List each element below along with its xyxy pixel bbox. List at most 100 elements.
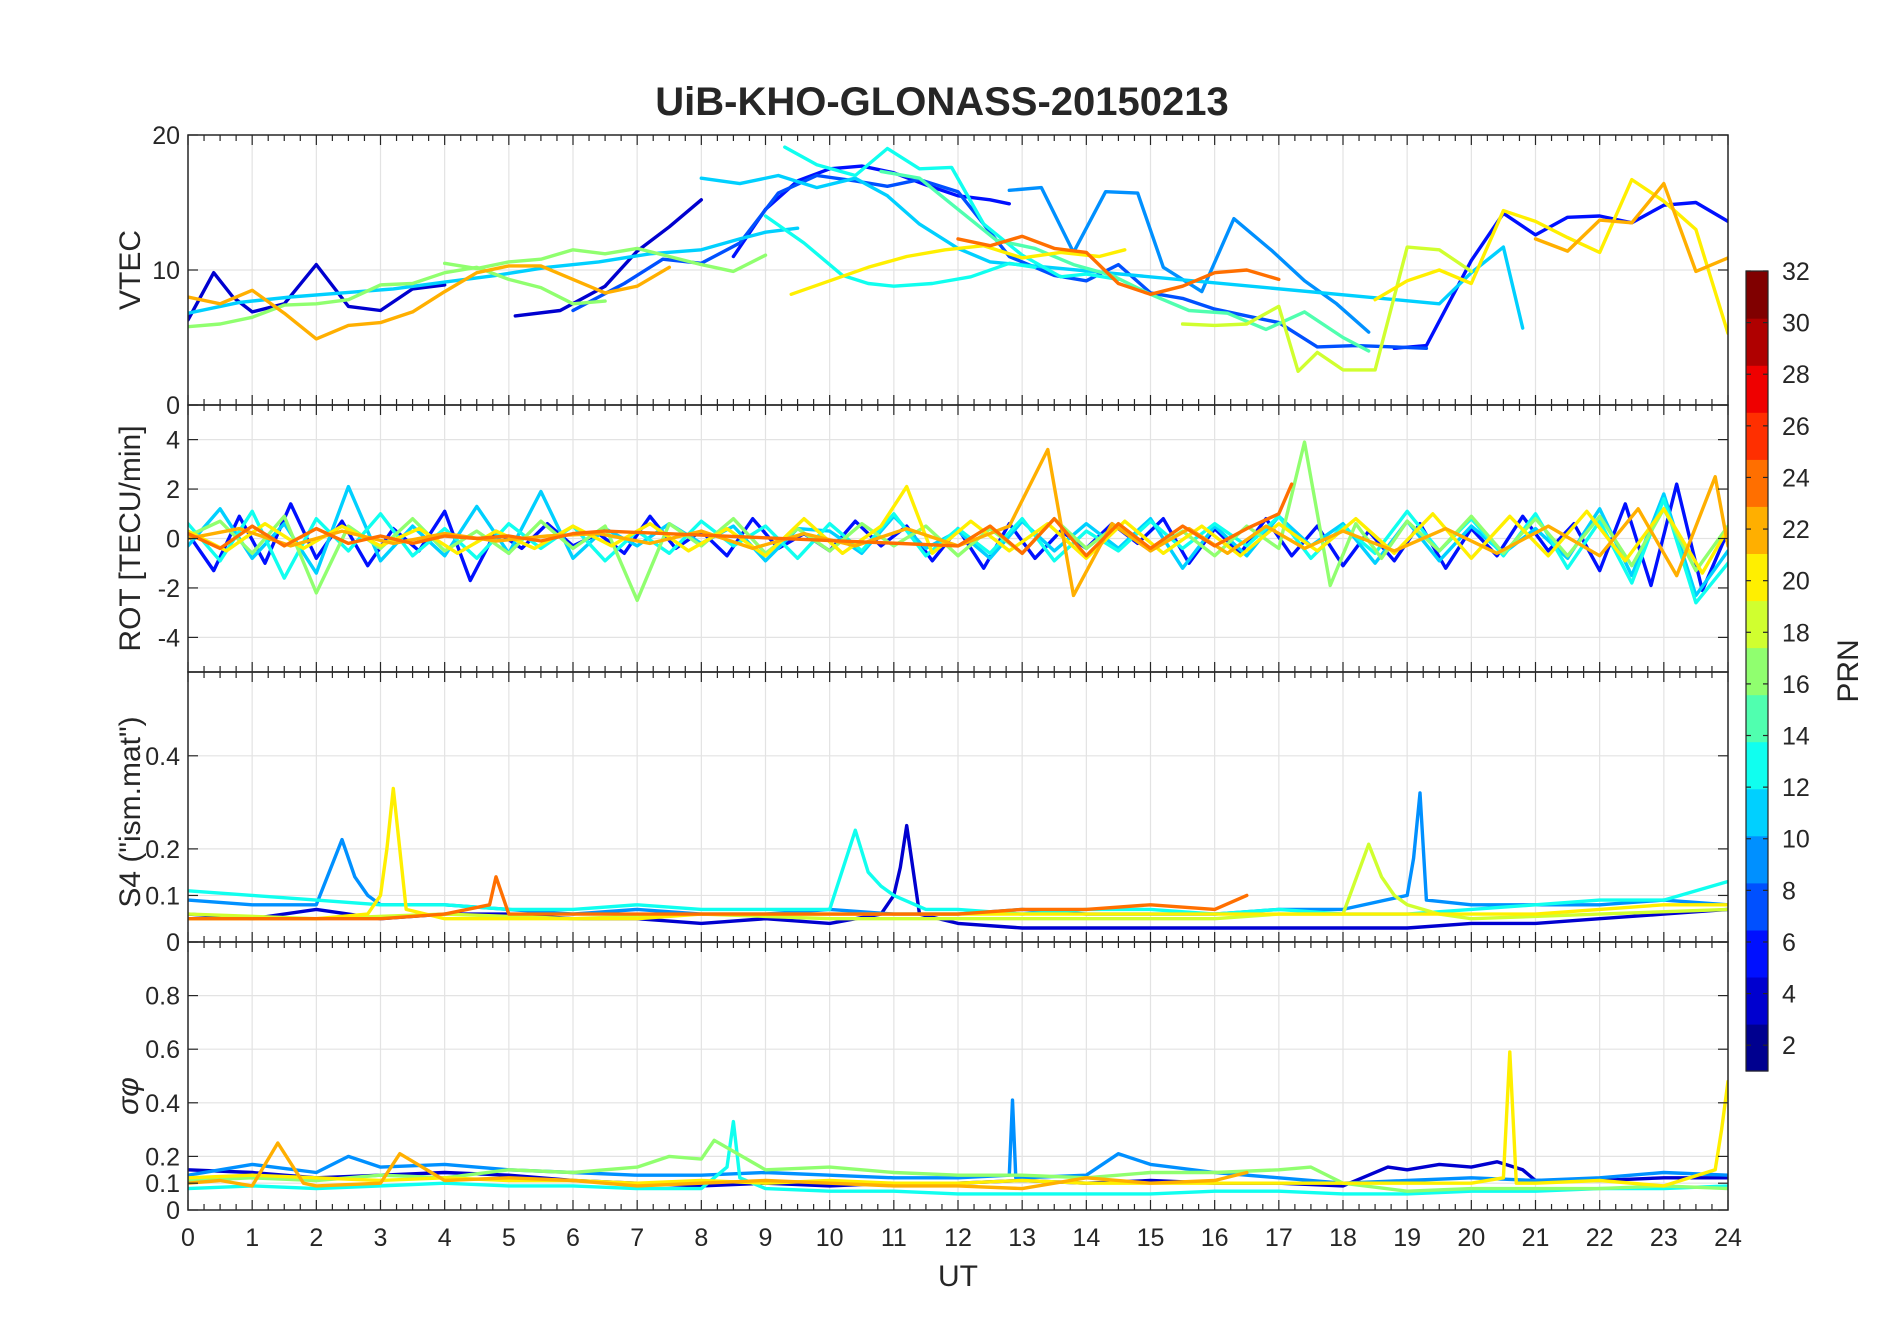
panel-s4: 0 0.1 0.2 0.4S4 ("ism.mat")	[114, 671, 1729, 957]
x-tick-label: 17	[1265, 1224, 1293, 1252]
colorbar-tick-label: 24	[1782, 464, 1810, 492]
y-tick-label: 0.1	[145, 1170, 180, 1198]
series-group-sigma_phi	[188, 1050, 1728, 1196]
series-line-sigma_phi-prn-23	[188, 1141, 1249, 1191]
y-tick-label: 20	[152, 122, 180, 150]
series-line-sigma_phi-prn-8	[188, 1098, 1728, 1185]
y-tick-label: 0	[166, 929, 180, 957]
x-tick-label: 3	[374, 1224, 388, 1252]
series-line-vtec-prn-10	[188, 226, 800, 315]
x-tick-label: 7	[630, 1224, 644, 1252]
y-tick-label: 10	[152, 257, 180, 285]
colorbar-tick-label: 6	[1782, 929, 1796, 957]
colorbar-tick-label: 4	[1782, 981, 1796, 1009]
x-tick-label: 19	[1393, 1224, 1421, 1252]
x-tick-label: 21	[1522, 1224, 1550, 1252]
colorbar-segment	[1746, 459, 1768, 507]
series-line-vtec-prn-22	[1533, 181, 1728, 274]
x-tick-label: 20	[1457, 1224, 1485, 1252]
colorbar-segment	[1746, 1023, 1768, 1072]
colorbar-segment	[1746, 694, 1768, 743]
series-line-vtec-prn-18	[1180, 245, 1474, 373]
colorbar-tick-label: 26	[1782, 413, 1810, 441]
y-tick-label: -4	[158, 624, 180, 652]
grid-rot	[188, 405, 1728, 672]
y-tick-label: 0.4	[145, 1090, 180, 1118]
series-line-vtec-prn-23	[188, 264, 671, 341]
x-tick-label: 0	[181, 1224, 195, 1252]
series-line-rot-prn-20	[188, 484, 1728, 575]
colorbar-segment	[1746, 412, 1768, 460]
series-line-vtec-prn-21	[1373, 177, 1728, 336]
y-tick-label: 0.2	[145, 836, 180, 864]
series-line-vtec-prn-2	[188, 262, 447, 322]
colorbar-tick-label: 10	[1782, 826, 1810, 854]
x-tick-label: 1	[245, 1224, 259, 1252]
series-line-vtec-prn-24	[956, 234, 1281, 296]
colorbar-segment	[1746, 553, 1768, 602]
colorbar-frame	[1745, 270, 1769, 1072]
x-tick-label: 4	[438, 1224, 452, 1252]
series-line-vtec-prn-16	[188, 265, 607, 329]
x-tick-label: 8	[694, 1224, 708, 1252]
y-tick-label: -2	[158, 575, 180, 603]
y-axis-label-rot: ROT [TECU/min]	[114, 425, 147, 651]
x-tick-label: 23	[1650, 1224, 1678, 1252]
series-line-vtec-prn-3	[513, 198, 703, 318]
chart-title: UiB-KHO-GLONASS-20150213	[655, 80, 1229, 124]
colorbar-tick-label: 32	[1782, 258, 1810, 286]
minor-ticks-sigma_phi	[187, 942, 1729, 1210]
colorbar-segment	[1746, 600, 1768, 649]
series-line-sigma_phi-prn-20	[188, 1050, 1728, 1188]
colorbar-label: PRN	[1832, 639, 1865, 702]
x-tick-label: 11	[881, 1224, 907, 1252]
x-tick-label: 2	[309, 1224, 323, 1252]
colorbar-tick-label: 8	[1782, 877, 1796, 905]
minor-ticks-vtec	[187, 135, 1729, 405]
y-tick-label: 0.2	[145, 1143, 180, 1171]
series-group-rot	[188, 440, 1728, 605]
colorbar-segment	[1746, 741, 1768, 790]
colorbar-segment	[1746, 506, 1768, 554]
series-line-vtec-prn-14	[879, 169, 1371, 353]
x-tick-label: 15	[1137, 1224, 1165, 1252]
colorbar-tick-label: 28	[1782, 361, 1810, 389]
x-tick-label: 9	[759, 1224, 773, 1252]
y-tick-label: 0.1	[145, 882, 180, 910]
series-line-rot-prn-24	[188, 482, 1294, 558]
x-tick-label: 12	[944, 1224, 972, 1252]
colorbar-segment	[1746, 929, 1768, 978]
panel-rot: -4 -2 0 2 4 ROT [TECU/min]	[114, 404, 1729, 673]
series-line-sigma_phi-prn-12	[188, 1119, 1728, 1196]
y-tick-label: 0	[166, 392, 180, 420]
series-line-vtec-prn-13	[783, 145, 1121, 282]
x-axis-label: UT	[938, 1260, 978, 1293]
x-tick-label: 6	[566, 1224, 580, 1252]
series-line-vtec-prn-20	[789, 243, 1127, 296]
y-tick-label: 0.6	[145, 1036, 180, 1064]
colorbar-segment	[1746, 271, 1768, 319]
y-tick-label: 2	[166, 476, 180, 504]
y-axis-label-vtec: VTEC	[114, 230, 147, 310]
colorbar-tick-label: 30	[1782, 310, 1810, 338]
series-line-sigma_phi-prn-17	[188, 1138, 1728, 1193]
minor-ticks-s4	[187, 672, 1729, 942]
series-line-vtec-prn-4	[731, 164, 1011, 259]
y-tick-label: 4	[166, 427, 180, 455]
y-axis-label-s4: S4 ("ism.mat")	[114, 716, 147, 907]
series-line-vtec-prn-12	[763, 214, 1037, 288]
y-tick-label: 0	[166, 526, 180, 554]
colorbar-segment	[1746, 976, 1768, 1025]
colorbar-tick-label: 12	[1782, 774, 1810, 802]
panel-vtec: 0 10 20 VTEC	[114, 122, 1729, 420]
colorbar-segment	[1746, 882, 1768, 931]
colorbar-segment	[1746, 835, 1768, 884]
colorbar-tick-label: 2	[1782, 1032, 1796, 1060]
y-tick-label: 0.4	[145, 743, 180, 771]
x-tick-label: 18	[1329, 1224, 1357, 1252]
